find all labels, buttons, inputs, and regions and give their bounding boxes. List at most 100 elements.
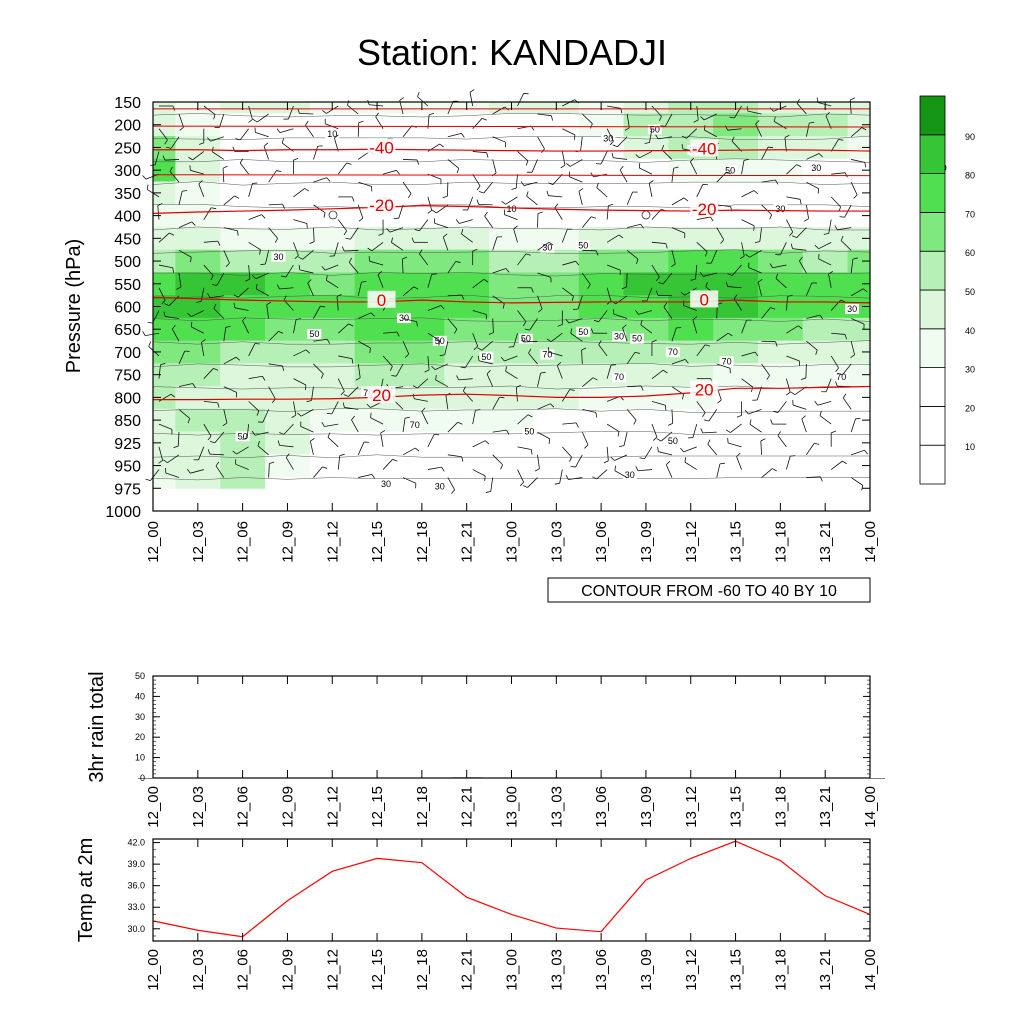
- wind-barb-flag: [551, 115, 554, 121]
- wind-barb-flag: [326, 177, 331, 182]
- wind-barb: [402, 181, 412, 194]
- wind-barb-flag: [569, 389, 575, 391]
- calm-wind-marker: [328, 210, 338, 220]
- y-tick-label: 800: [114, 390, 141, 407]
- wind-barb-flag: [844, 172, 848, 178]
- x-tick-label: 12_12: [324, 949, 341, 991]
- wind-barb: [703, 272, 717, 277]
- humidity-cell: [847, 136, 871, 160]
- rain-bar: [541, 778, 572, 779]
- wind-barb-flag: [276, 170, 282, 173]
- wind-barb: [447, 159, 460, 169]
- wind-barb-flag: [182, 190, 188, 192]
- wind-barb: [203, 264, 214, 276]
- contour-label: 50: [309, 329, 319, 339]
- isotherm-label: -40: [369, 138, 394, 157]
- wind-barb: [644, 446, 653, 459]
- y-tick-label: 150: [114, 95, 141, 112]
- contour-label-bg: [518, 333, 533, 344]
- humidity-cell: [175, 431, 221, 455]
- rain-bar: [675, 778, 706, 779]
- wind-barb-flag: [753, 190, 759, 195]
- wind-barb: [481, 340, 493, 351]
- humidity-cell: [309, 363, 356, 387]
- wind-barb: [444, 341, 449, 355]
- wind-barb-flag: [516, 384, 521, 388]
- wind-barb: [358, 340, 371, 349]
- temp-y-axis-label: Temp at 2m: [75, 838, 97, 942]
- wind-barb-flag: [680, 447, 684, 453]
- wind-barb: [150, 469, 160, 481]
- wind-barb-flag: [217, 240, 221, 246]
- wind-barb-flag: [257, 440, 260, 446]
- wind-barb: [716, 227, 725, 240]
- wind-barb-flag: [840, 299, 846, 303]
- humidity-cell: [623, 158, 669, 183]
- humidity-contour-line: [153, 272, 871, 277]
- humidity-cell: [802, 226, 849, 251]
- humidity-cell: [668, 272, 714, 296]
- wind-barb-flag: [569, 457, 573, 462]
- wind-barb: [313, 363, 324, 375]
- humidity-cell: [399, 249, 445, 273]
- wind-barb: [414, 398, 428, 402]
- contour-label-bg: [601, 133, 616, 144]
- wind-barb: [828, 273, 832, 288]
- wind-barb-flag: [325, 275, 328, 281]
- isotherm-line: [152, 174, 871, 177]
- wind-barb-flag: [294, 255, 299, 260]
- wind-barb-flag: [222, 165, 228, 169]
- rain-bar: [720, 778, 751, 779]
- wind-barb: [293, 219, 308, 224]
- wind-barb-flag: [484, 211, 488, 217]
- wind-barb: [606, 128, 614, 142]
- colorbar-tick-label: 60: [965, 248, 975, 258]
- x-tick-label: 12_09: [279, 786, 296, 828]
- wind-barb-flag: [440, 305, 445, 310]
- isotherm-line: [153, 385, 871, 401]
- wind-barb-flag: [320, 373, 324, 379]
- wind-barb: [696, 242, 708, 252]
- wind-barb: [223, 327, 227, 342]
- wind-barb-flag: [173, 445, 179, 449]
- wind-barb: [427, 305, 442, 311]
- wind-barb-flag: [396, 170, 400, 175]
- wind-barb: [761, 468, 773, 478]
- wind-barb: [215, 465, 225, 478]
- wind-barb: [651, 264, 660, 278]
- y-tick-label: 36.0: [127, 881, 145, 891]
- wind-barb-flag: [348, 257, 353, 263]
- wind-barb: [191, 310, 204, 317]
- wind-barb-flag: [431, 365, 436, 370]
- wind-barb-flag: [550, 403, 555, 408]
- wind-barb-flag: [842, 393, 847, 399]
- wind-barb-flag: [772, 468, 777, 472]
- wind-barb: [165, 316, 180, 319]
- temperature-panel: 30.033.036.039.042.0 12_00 12_03 12_06 12_0…: [75, 838, 879, 991]
- wind-barb: [663, 306, 673, 319]
- wind-barb-flag: [861, 127, 867, 131]
- wind-barb-flag: [578, 188, 584, 192]
- wind-barb: [627, 223, 641, 228]
- wind-barb-flag: [610, 456, 615, 461]
- humidity-cell: [623, 181, 669, 205]
- wind-barb: [370, 417, 384, 425]
- wind-barb-flag: [587, 284, 591, 289]
- humidity-cell: [354, 272, 400, 296]
- contour-label-bg: [665, 435, 680, 446]
- x-tick-label: 12_03: [190, 949, 207, 991]
- wind-barb: [596, 469, 608, 480]
- wind-barb-flag: [592, 476, 597, 480]
- humidity-cell: [354, 408, 400, 432]
- wind-barb: [256, 113, 269, 123]
- wind-barb-flag: [209, 440, 215, 444]
- wind-barb-flag: [462, 386, 466, 392]
- wind-barb-flag: [823, 233, 829, 235]
- wind-barb: [662, 272, 673, 285]
- wind-barb-flag: [796, 98, 800, 104]
- temp-line-layer: [152, 840, 871, 938]
- wind-barb-flag: [703, 125, 706, 131]
- wind-barb: [517, 253, 527, 266]
- wind-barb: [214, 431, 225, 444]
- wind-barb-flag: [755, 120, 760, 125]
